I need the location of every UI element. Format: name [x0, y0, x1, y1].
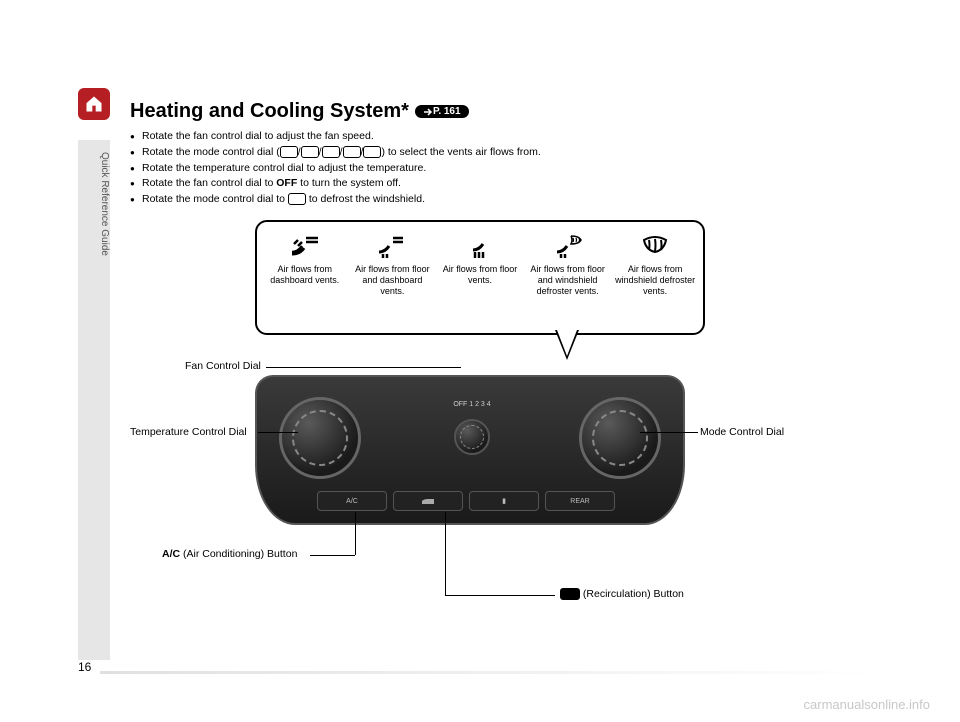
temp-dial-label: Temperature Control Dial: [130, 426, 247, 438]
instruction-item: Rotate the mode control dial (////) to s…: [130, 145, 890, 161]
mode-floor-defrost: Air flows from floor and windshield defr…: [526, 230, 610, 325]
recirc-car-icon: [420, 496, 436, 506]
fan-speed-labels: OFF 1 2 3 4: [437, 401, 507, 408]
fan-dial: [454, 419, 490, 455]
home-icon: [84, 94, 104, 114]
leader-line: [355, 512, 356, 555]
leader-line: [266, 367, 461, 368]
vent-defrost-icon: [638, 232, 672, 258]
leader-line: [640, 432, 698, 433]
section-tab-label: Quick Reference Guide: [99, 152, 110, 256]
page-title: Heating and Cooling System* P. 161: [130, 100, 890, 123]
instruction-item: Rotate the mode control dial to to defro…: [130, 192, 890, 208]
rear-panel-button: REAR: [545, 491, 615, 511]
ac-button-label: A/C (Air Conditioning) Button: [162, 548, 297, 560]
mode-label: Air flows from floor and dashboard vents…: [351, 264, 435, 296]
temperature-dial: [279, 397, 361, 479]
mode-callout: Air flows from dashboard vents. Air flow…: [255, 220, 705, 335]
mode-defrost: Air flows from windshield defroster vent…: [613, 230, 697, 325]
mode-floor-defrost-icon: [343, 146, 361, 158]
button-row: A/C ▮ REAR: [317, 491, 615, 511]
mode-label: Air flows from floor vents.: [438, 264, 522, 286]
title-text: Heating and Cooling System*: [130, 100, 409, 123]
mode-label: Air flows from floor and windshield defr…: [526, 264, 610, 296]
mode-floor: Air flows from floor vents.: [438, 230, 522, 325]
home-button[interactable]: [78, 88, 110, 120]
leader-line: [310, 555, 355, 556]
instruction-item: Rotate the temperature control dial to a…: [130, 161, 890, 177]
mode-bilevel: Air flows from floor and dashboard vents…: [351, 230, 435, 325]
arrow-right-icon: [423, 107, 433, 117]
vent-bilevel-icon: [375, 232, 409, 258]
recirc-panel-button: [393, 491, 463, 511]
page-number: 16: [78, 660, 91, 674]
fan-dial-label: Fan Control Dial: [185, 360, 261, 372]
mode-floor-icon: [322, 146, 340, 158]
mode-face: Air flows from dashboard vents.: [263, 230, 347, 325]
mode-face-icon: [280, 146, 298, 158]
instruction-list: Rotate the fan control dial to adjust th…: [130, 129, 890, 208]
instruction-item: Rotate the fan control dial to OFF to tu…: [130, 176, 890, 192]
mode-dial-label: Mode Control Dial: [700, 426, 784, 438]
hvac-panel: OFF 1 2 3 4 A/C ▮ REAR: [255, 375, 685, 525]
mode-label: Air flows from windshield defroster vent…: [613, 264, 697, 296]
mode-dial: [579, 397, 661, 479]
page-reference-badge: P. 161: [415, 105, 469, 118]
page-reference-text: P. 161: [433, 106, 461, 117]
page-content: Heating and Cooling System* P. 161 Rotat…: [130, 100, 890, 208]
callout-tail: [557, 330, 577, 356]
vent-floor-icon: [463, 232, 497, 258]
vent-floor-defrost-icon: [551, 232, 585, 258]
ac-panel-button: A/C: [317, 491, 387, 511]
leader-line: [258, 432, 298, 433]
mode-bilevel-icon: [301, 146, 319, 158]
max-panel-button: ▮: [469, 491, 539, 511]
leader-line: [445, 595, 555, 596]
recirculation-icon: [560, 588, 580, 600]
recirc-button-label: (Recirculation) Button: [560, 588, 684, 600]
instruction-item: Rotate the fan control dial to adjust th…: [130, 129, 890, 145]
mode-defrost-icon: [288, 193, 306, 205]
mode-label: Air flows from dashboard vents.: [263, 264, 347, 286]
footer-gradient: [100, 671, 880, 674]
vent-face-icon: [288, 232, 322, 258]
mode-defrost-icon: [363, 146, 381, 158]
section-tab: Quick Reference Guide: [78, 140, 110, 660]
watermark: carmanualsonline.info: [804, 697, 930, 712]
leader-line: [445, 512, 446, 595]
